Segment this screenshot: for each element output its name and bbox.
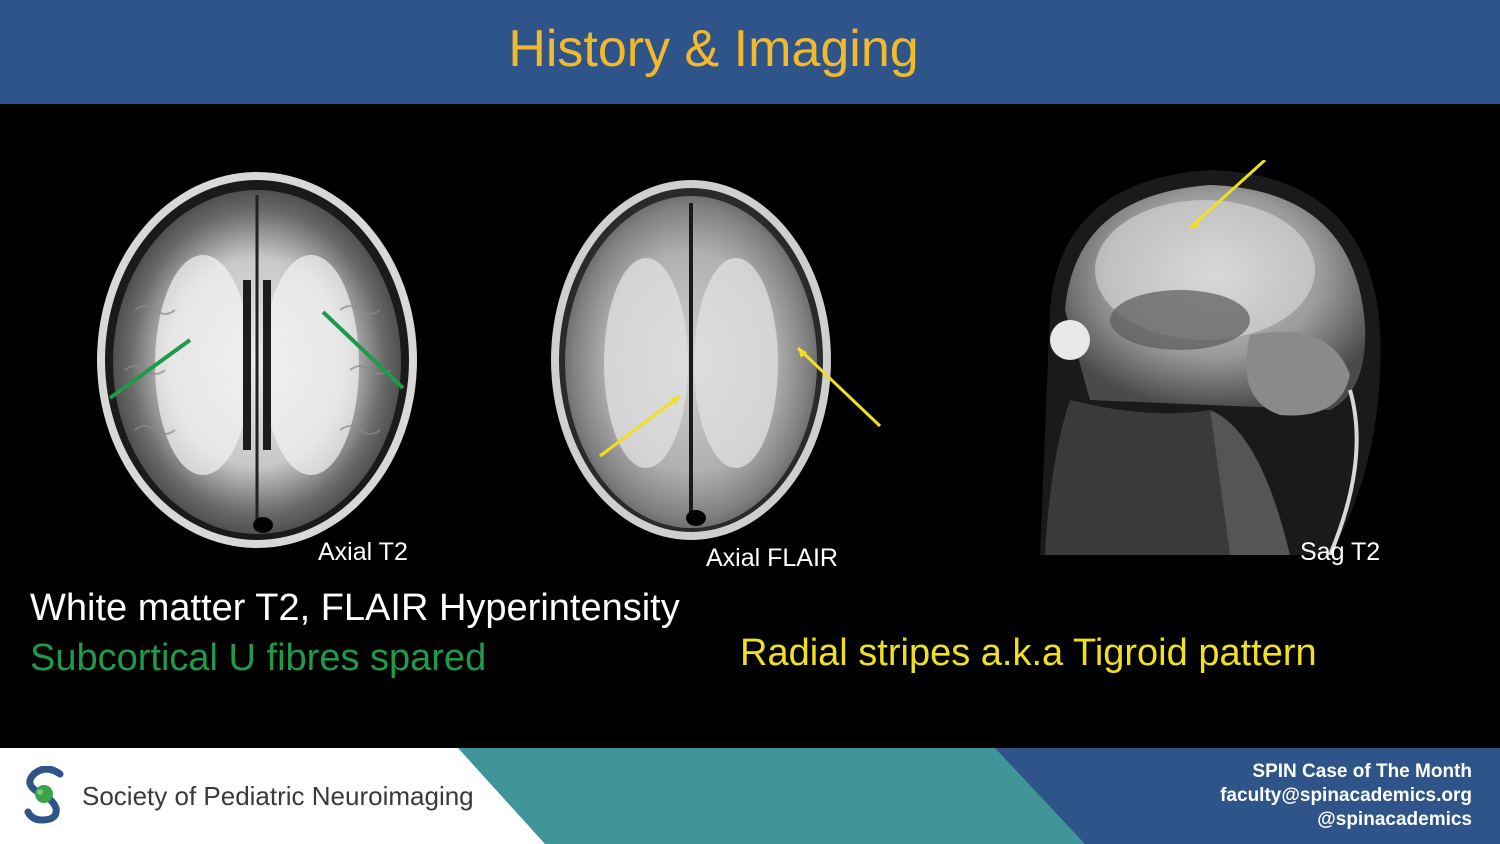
axial-t2-image — [97, 172, 417, 548]
contact-email[interactable]: faculty@spinacademics.org — [1220, 785, 1472, 806]
footer-bar: Society of Pediatric Neuroimaging SPIN C… — [0, 748, 1500, 844]
org-name: Society of Pediatric Neuroimaging — [82, 781, 474, 811]
finding-hyperintensity: White matter T2, FLAIR Hyperintensity — [30, 587, 680, 629]
finding-u-fibres: Subcortical U fibres spared — [30, 637, 487, 679]
case-of-month: SPIN Case of The Month — [1252, 761, 1472, 782]
yellow-arrow-center — [599, 394, 681, 458]
image-label-axial-flair: Axial FLAIR — [706, 544, 838, 572]
yellow-arrow-right — [796, 346, 882, 428]
yellow-arrow-sagittal — [1188, 160, 1267, 230]
footer-background — [0, 748, 1500, 844]
spin-logo-icon — [24, 766, 64, 824]
axial-flair-image — [551, 180, 882, 540]
slide-title: History & Imaging — [508, 20, 919, 78]
image-label-sag-t2: Sag T2 — [1300, 538, 1381, 566]
header-bar — [0, 0, 1500, 104]
sagittal-t2-image — [1040, 160, 1381, 555]
green-arrow-left — [108, 338, 192, 400]
image-label-axial-t2: Axial T2 — [318, 538, 408, 566]
contact-block: SPIN Case of The Month faculty@spinacade… — [1220, 760, 1472, 832]
finding-tigroid: Radial stripes a.k.a Tigroid pattern — [740, 632, 1317, 674]
green-arrow-right — [321, 310, 405, 390]
social-handle[interactable]: @spinacademics — [1317, 809, 1472, 830]
